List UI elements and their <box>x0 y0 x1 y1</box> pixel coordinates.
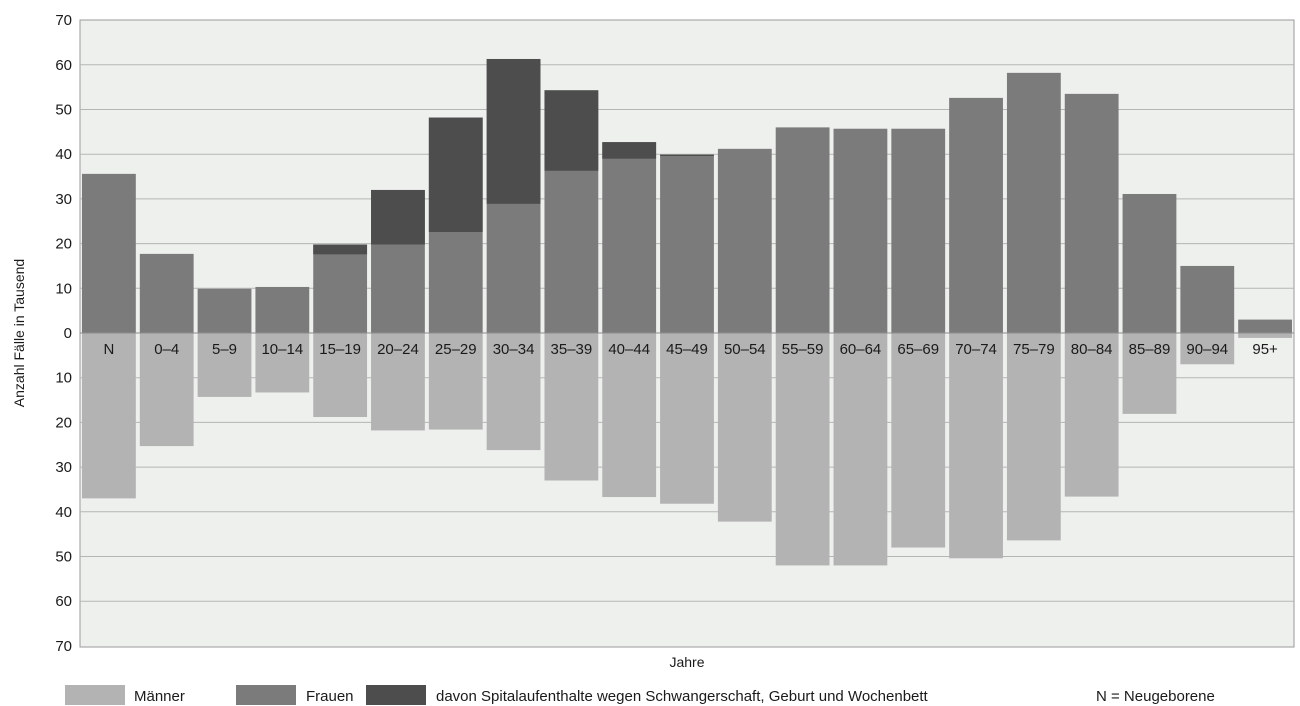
y-tick-label: 40 <box>55 504 72 521</box>
category-label: 5–9 <box>212 341 237 358</box>
y-tick-label: 10 <box>55 280 72 297</box>
category-label: N <box>103 341 114 358</box>
category-label: 80–84 <box>1071 341 1113 358</box>
bar-frauen <box>891 128 946 333</box>
bar-frauen <box>197 288 252 333</box>
category-label: 75–79 <box>1013 341 1055 358</box>
bar-schwangerschaft <box>313 244 368 255</box>
category-label: 0–4 <box>154 341 179 358</box>
category-label: 15–19 <box>319 341 361 358</box>
bar-maenner <box>775 333 830 566</box>
bar-schwangerschaft <box>371 189 425 245</box>
x-axis-title: Jahre <box>669 654 704 670</box>
bar-frauen <box>1122 193 1177 333</box>
bar-schwangerschaft <box>660 154 714 156</box>
bar-frauen <box>1064 93 1119 333</box>
category-label: 50–54 <box>724 341 766 358</box>
bar-frauen <box>1238 319 1292 333</box>
legend-note: N = Neugeborene <box>1096 688 1215 705</box>
bar-maenner <box>428 333 483 430</box>
bar-maenner <box>1238 333 1292 338</box>
category-label: 60–64 <box>840 341 882 358</box>
y-tick-label: 70 <box>55 638 72 655</box>
bar-frauen <box>660 154 714 333</box>
y-axis-title: Anzahl Fälle in Tausend <box>11 259 27 407</box>
bars <box>82 58 1292 566</box>
bar-maenner <box>313 333 368 418</box>
bar-maenner <box>139 333 194 447</box>
bar-frauen <box>313 244 368 333</box>
bar-maenner <box>949 333 1003 559</box>
bar-maenner <box>1180 333 1235 365</box>
y-tick-label: 50 <box>55 102 72 119</box>
bar-maenner <box>197 333 252 397</box>
bar-schwangerschaft <box>428 117 483 232</box>
bar-schwangerschaft <box>602 142 657 159</box>
bar-frauen <box>139 253 194 333</box>
y-tick-label: 30 <box>55 191 72 208</box>
y-tick-label: 20 <box>55 414 72 431</box>
y-tick-label: 60 <box>55 57 72 74</box>
category-label: 20–24 <box>377 341 419 358</box>
legend: Männer Frauen davon Spitalaufenthalte we… <box>65 685 1215 705</box>
bar-maenner <box>255 333 310 393</box>
y-tick-labels: 70 60 50 40 30 20 10 0 10 20 30 40 50 60 70 <box>55 12 72 655</box>
bar-frauen <box>255 286 310 333</box>
y-tick-label: 70 <box>55 12 72 29</box>
category-label: 90–94 <box>1186 341 1228 358</box>
y-tick-label: 20 <box>55 236 72 253</box>
bar-maenner <box>833 333 888 566</box>
category-label: 25–29 <box>435 341 477 358</box>
legend-swatch-frauen <box>236 685 296 705</box>
category-label: 45–49 <box>666 341 708 358</box>
bar-frauen <box>775 127 830 333</box>
bar-maenner <box>1006 333 1061 541</box>
bar-schwangerschaft <box>544 90 599 171</box>
legend-label-schwangerschaft: davon Spitalaufenthalte wegen Schwangers… <box>436 688 929 705</box>
category-label: 10–14 <box>261 341 303 358</box>
category-label: 95+ <box>1252 341 1278 358</box>
bar-frauen <box>833 128 888 333</box>
bar-maenner <box>717 333 772 522</box>
y-tick-label: 0 <box>64 325 72 342</box>
bar-frauen <box>949 97 1003 334</box>
category-label: 40–44 <box>608 341 650 358</box>
legend-label-maenner: Männer <box>134 688 185 705</box>
bar-maenner <box>486 333 541 451</box>
bar-maenner <box>1122 333 1177 414</box>
category-label: 85–89 <box>1129 341 1171 358</box>
legend-swatch-schwangerschaft <box>366 685 426 705</box>
bar-maenner <box>602 333 657 498</box>
bar-schwangerschaft <box>486 58 541 204</box>
y-tick-label: 50 <box>55 549 72 566</box>
bar-frauen <box>1006 72 1061 333</box>
category-label: 55–59 <box>782 341 824 358</box>
bar-maenner <box>891 333 946 548</box>
category-label: 65–69 <box>897 341 939 358</box>
category-labels: N 0–4 5–9 10–14 15–19 20–24 25–29 30–34 35–39 40–… <box>103 341 1278 358</box>
bar-frauen <box>82 173 136 333</box>
category-label: 35–39 <box>551 341 593 358</box>
bar-maenner <box>660 333 714 504</box>
bar-maenner <box>1064 333 1119 497</box>
bar-frauen <box>1180 265 1235 333</box>
y-tick-label: 40 <box>55 146 72 163</box>
bar-frauen <box>602 142 657 333</box>
bar-maenner <box>371 333 425 431</box>
legend-label-frauen: Frauen <box>306 688 354 705</box>
y-tick-label: 60 <box>55 593 72 610</box>
category-label: 30–34 <box>493 341 535 358</box>
category-label: 70–74 <box>955 341 997 358</box>
legend-swatch-maenner <box>65 685 125 705</box>
y-tick-label: 10 <box>55 370 72 387</box>
y-tick-label: 30 <box>55 459 72 476</box>
bar-maenner <box>544 333 599 481</box>
bar-frauen <box>717 148 772 333</box>
bar-maenner <box>82 333 136 499</box>
